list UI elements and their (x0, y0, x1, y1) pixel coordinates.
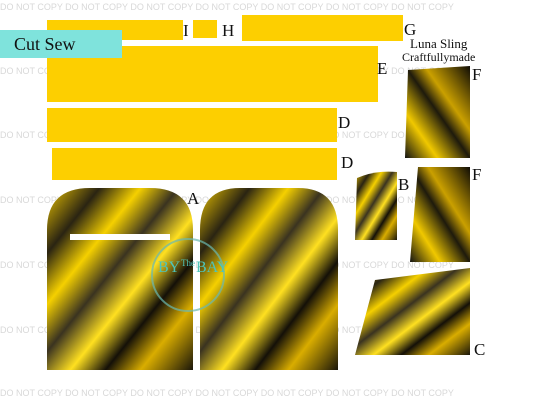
piece-label: D (338, 113, 350, 132)
watermark: DO NOT COPY DO NOT COPY DO NOT COPY DO N… (0, 388, 454, 398)
piece-d (52, 148, 337, 180)
piece-label: G (404, 20, 416, 39)
piece-b (355, 171, 397, 240)
piece-a (47, 188, 193, 370)
piece-f (405, 66, 470, 158)
title: Luna Sling (410, 36, 468, 51)
marker (70, 234, 170, 240)
piece-d (47, 108, 337, 142)
piece-label: B (398, 175, 409, 194)
piece-label: H (222, 21, 234, 40)
piece-a (200, 188, 338, 370)
piece-g (242, 15, 403, 41)
logo-ring (151, 238, 225, 312)
piece-label: F (472, 65, 481, 84)
piece-label: F (472, 165, 481, 184)
brand: Craftfullymade (402, 50, 475, 64)
logo: BY The BAY (151, 238, 229, 312)
logo-text: BY (158, 259, 181, 276)
piece-c (355, 268, 470, 355)
piece-label: A (187, 189, 200, 208)
piece-h (193, 20, 217, 38)
piece-label: C (474, 340, 485, 359)
watermark: DO NOT COPY DO NOT COPY DO NOT COPY DO N… (0, 2, 454, 12)
piece-label: D (341, 153, 353, 172)
cut-sew-label: Cut Sew (14, 34, 76, 54)
piece-label: E (377, 59, 387, 78)
logo-text: The (181, 258, 195, 268)
piece-f (410, 167, 470, 262)
piece-label: I (183, 21, 189, 40)
logo-text: BAY (196, 259, 229, 276)
label-box (0, 30, 122, 58)
